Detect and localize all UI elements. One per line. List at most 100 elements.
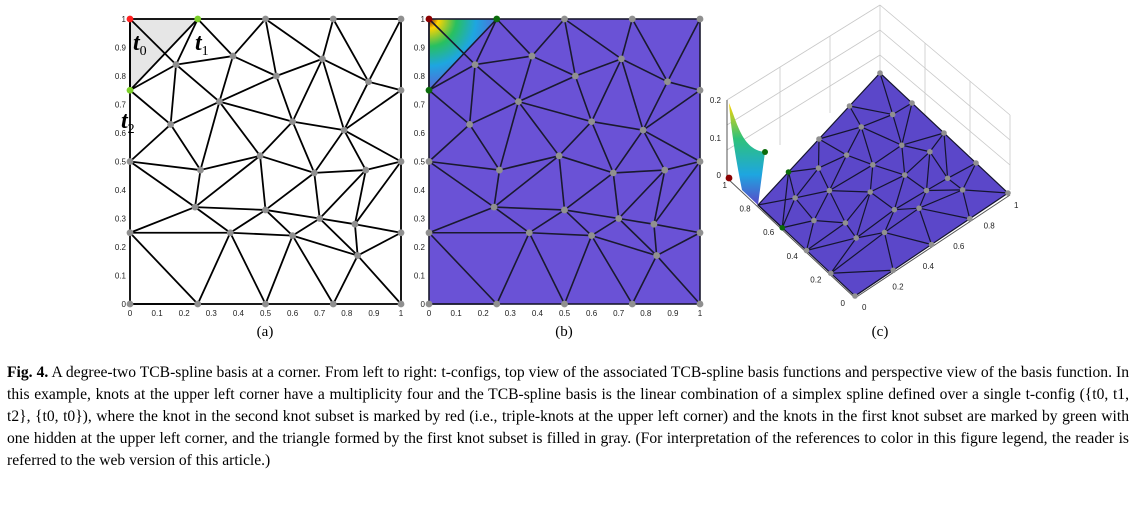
mesh-edge	[195, 206, 266, 211]
knot-point	[927, 148, 933, 155]
x-tick-label: 1	[698, 309, 703, 318]
left-axis-tick-label: 0.6	[763, 228, 775, 237]
x-tick-label: 0.3	[505, 309, 517, 318]
mesh-edge	[319, 169, 367, 220]
mesh-edge	[517, 101, 560, 157]
mesh-edge	[428, 18, 476, 66]
mesh-edge	[782, 219, 815, 229]
mesh-edge	[219, 100, 293, 123]
mesh-edge	[493, 169, 501, 208]
knot-point	[858, 124, 865, 130]
knot-point	[928, 241, 935, 248]
panel-a-t-configs: 00 0.1 0.1 0.2 0.2 0.3 0.3 0.4 0.4 0.5 0.5 0.6 0.6 0.…	[115, 15, 405, 340]
mesh-edge	[563, 18, 577, 77]
knot-point	[126, 229, 134, 237]
mesh-edge	[428, 63, 476, 91]
x-tick-label: 0	[128, 309, 133, 318]
mesh-edge	[664, 160, 701, 171]
mesh-edge	[129, 160, 201, 171]
mesh-edge	[904, 174, 927, 191]
mesh-edge	[218, 101, 261, 157]
mesh-edge	[169, 123, 202, 171]
y-tick-label: 0	[421, 300, 426, 309]
mesh-edge	[861, 113, 893, 128]
mesh-edge	[813, 219, 846, 224]
knot-point	[639, 126, 647, 134]
mesh-edge	[929, 132, 945, 153]
mesh-edge	[884, 207, 920, 233]
knots-b	[425, 15, 704, 308]
z-tick-label: 0.1	[710, 134, 722, 143]
mesh-edge	[129, 63, 177, 92]
mesh-edge	[428, 89, 471, 126]
mesh-edge	[496, 232, 530, 305]
knot-point	[696, 86, 704, 94]
mesh-edge	[856, 231, 885, 239]
knot-point	[561, 300, 568, 308]
mesh-edge	[817, 167, 830, 191]
mesh-edge	[884, 231, 932, 246]
mesh-edge	[788, 167, 819, 173]
mesh-edge	[343, 129, 402, 163]
label-t1: t1	[195, 30, 209, 59]
knot-point	[941, 130, 947, 136]
knot-point	[126, 300, 134, 308]
mesh-edge	[631, 255, 658, 305]
knot-point	[653, 252, 661, 259]
mesh-edge	[474, 55, 533, 66]
knot-point	[870, 162, 876, 168]
right-axis-tick-label: 0.8	[984, 221, 996, 230]
knot-point	[319, 55, 326, 63]
mesh-edge	[926, 189, 963, 192]
mesh-edge	[558, 121, 593, 157]
mesh-edge	[218, 55, 234, 102]
mesh-b	[428, 18, 701, 305]
mesh-edge	[200, 154, 261, 171]
x-tick-label: 0.9	[368, 309, 380, 318]
mesh-edge	[844, 191, 871, 224]
mesh-edge	[794, 167, 819, 199]
mesh-edge	[354, 169, 367, 225]
mesh-edge	[806, 222, 846, 251]
mesh-edge	[860, 126, 874, 165]
mesh-edge	[642, 89, 701, 131]
mesh-edge	[962, 162, 977, 191]
mesh-edge	[314, 169, 366, 174]
mesh-edge	[468, 124, 501, 171]
axes-box-c	[726, 4, 1011, 190]
knot-point	[229, 52, 237, 60]
knot-point	[496, 166, 503, 174]
mesh-edge	[264, 172, 315, 211]
y-tick-label: 0.6	[414, 129, 426, 138]
knot-point	[609, 169, 617, 177]
mesh-edge	[367, 18, 402, 83]
y-tick-label: 0.1	[414, 272, 426, 281]
knot-point	[466, 121, 474, 128]
mesh-edge	[313, 172, 321, 219]
mesh-edge	[893, 174, 906, 210]
knot-point	[226, 229, 234, 237]
mesh-edge	[618, 217, 658, 257]
mesh-edge	[818, 126, 862, 140]
mesh-edge	[829, 190, 871, 193]
knot-point	[397, 158, 405, 165]
mesh-edge	[265, 209, 320, 220]
knot-point	[493, 300, 501, 308]
mesh-edge	[321, 58, 345, 131]
mesh-edge	[781, 197, 796, 228]
mesh-edge	[322, 58, 369, 83]
knot-point	[898, 142, 905, 148]
mesh-edge	[590, 58, 623, 122]
knot-point	[397, 86, 405, 94]
y-tick-label: 0.3	[115, 215, 127, 224]
mesh-edge	[612, 172, 620, 219]
mesh-edge	[264, 18, 323, 60]
axis-ticks-b: 00 0.1 0.1 0.2 0.2 0.3 0.3 0.4 0.4 0.5 0.5 0.6 0.6 0.…	[414, 15, 703, 318]
mesh-edge	[879, 72, 894, 115]
mesh-edge	[892, 114, 903, 146]
mesh-edge	[468, 64, 476, 125]
mesh-edge	[894, 189, 927, 211]
right-axis-tick-label: 0	[862, 303, 867, 312]
knots-c	[725, 70, 1011, 299]
label-t2: t2	[121, 108, 135, 137]
